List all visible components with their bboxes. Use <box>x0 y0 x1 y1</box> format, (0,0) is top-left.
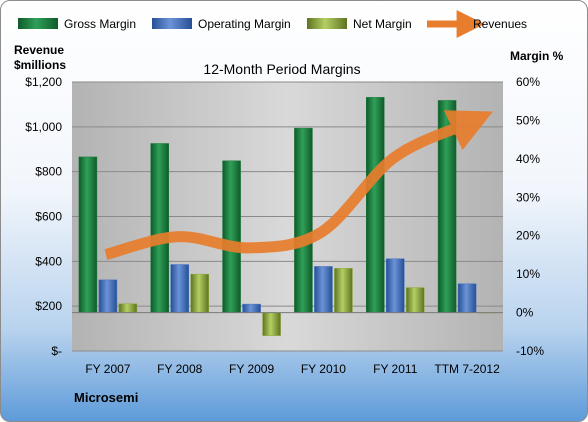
plot-area: $- $200 $400 $600 $800 $1,000 $1,200 -10% 0% 10% 2… <box>25 75 544 376</box>
legend-swatch-operating-margin <box>152 18 192 29</box>
category-label: TTM 7-2012 <box>434 362 500 376</box>
left-tick-label: $- <box>51 344 62 358</box>
left-tick-label: $800 <box>35 165 62 179</box>
bar-operating-margin <box>386 258 405 313</box>
bar-gross-margin <box>294 127 313 313</box>
category-label: FY 2011 <box>373 362 418 376</box>
bar-net-margin <box>406 287 425 313</box>
legend-swatch-net-margin <box>307 18 347 29</box>
left-tick-label: $1,200 <box>25 75 62 89</box>
bar-gross-margin <box>150 143 169 313</box>
right-tick-label: 10% <box>516 267 540 281</box>
bar-operating-margin <box>170 264 189 313</box>
right-tick-label: -10% <box>516 344 544 358</box>
right-tick-label: 20% <box>516 229 540 243</box>
legend-swatch-gross-margin <box>18 18 58 29</box>
left-tick-label: $1,000 <box>25 120 62 134</box>
bar-gross-margin <box>222 160 241 313</box>
legend-label-net-margin: Net Margin <box>353 17 412 31</box>
right-tick-label: 0% <box>516 306 534 320</box>
bar-net-margin <box>190 273 209 313</box>
bar-gross-margin <box>366 97 385 313</box>
right-tick-label: 40% <box>516 152 540 166</box>
bar-operating-margin <box>457 283 477 313</box>
right-tick-label: 50% <box>516 113 540 127</box>
left-axis-label-line1: Revenue <box>14 43 64 57</box>
right-tick-label: 60% <box>516 75 540 89</box>
category-label: FY 2009 <box>229 362 274 376</box>
left-tick-label: $400 <box>35 254 62 268</box>
category-label: FY 2008 <box>157 362 202 376</box>
bar-gross-margin <box>78 156 98 313</box>
legend-label-gross-margin: Gross Margin <box>64 17 136 31</box>
bar-net-margin <box>262 312 281 336</box>
legend: Gross Margin Operating Margin Net Margin Re… <box>18 10 527 38</box>
chart-title: 12-Month Period Margins <box>203 61 360 77</box>
category-label: FY 2007 <box>85 362 130 376</box>
bar-operating-margin <box>314 266 333 313</box>
bar-operating-margin <box>98 279 118 313</box>
left-axis-label-line2: $millions <box>14 58 66 72</box>
right-tick-label: 30% <box>516 190 540 204</box>
legend-label-operating-margin: Operating Margin <box>198 17 291 31</box>
left-tick-label: $200 <box>35 299 62 313</box>
category-label: FY 2010 <box>301 362 346 376</box>
line-revenues <box>104 110 493 260</box>
left-tick-label: $600 <box>35 210 62 224</box>
right-axis-label: Margin % <box>510 49 564 63</box>
company-name: Microsemi <box>74 390 138 405</box>
bar-net-margin <box>118 303 138 313</box>
legend-label-revenues: Revenues <box>473 17 527 31</box>
bar-net-margin <box>334 268 353 313</box>
bar-operating-margin <box>242 303 261 313</box>
